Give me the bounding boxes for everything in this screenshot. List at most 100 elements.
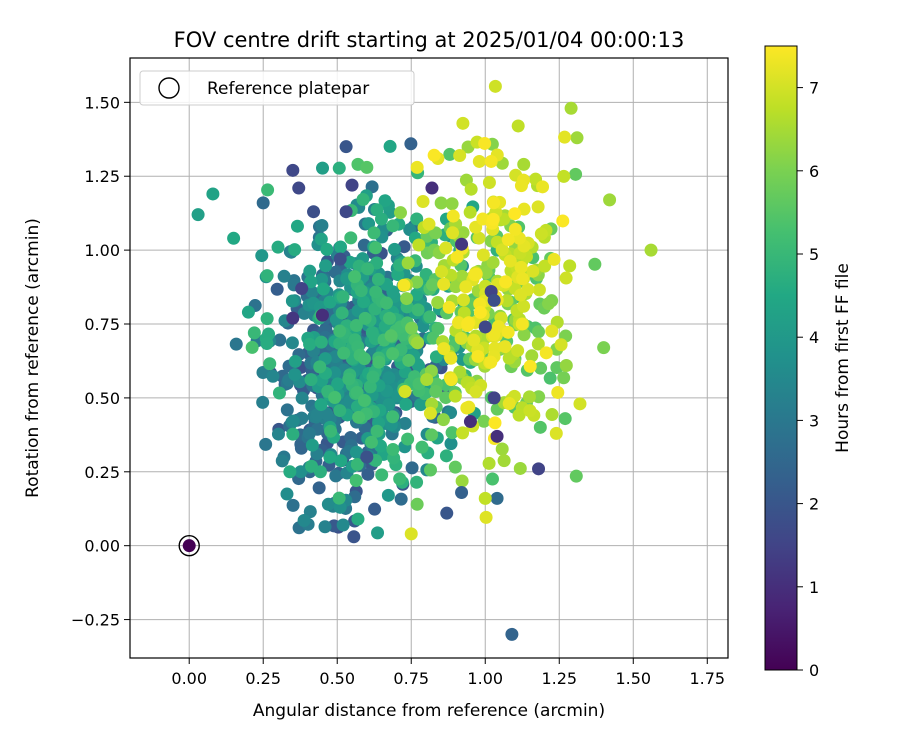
scatter-point [405,321,419,335]
scatter-point [444,351,458,365]
scatter-point [516,272,530,286]
x-tick-label: 0.50 [319,669,355,688]
scatter-point [445,426,459,440]
scatter-point [453,148,467,162]
scatter-point [502,351,516,365]
scatter-point [339,140,353,154]
scatter-point [229,337,243,351]
scatter-point [538,259,552,273]
scatter-point [431,322,445,336]
scatter-point [360,450,374,464]
scatter-point [313,360,327,374]
scatter-point [375,468,389,482]
scatter-point [570,131,584,145]
scatter-point [532,283,546,297]
scatter-point [245,340,259,354]
scatter-point [316,161,330,175]
x-axis-ticks: 0.00 0.25 0.50 0.75 1.00 1.25 1.50 1.75 [171,658,725,688]
scatter-point [333,404,347,418]
colorbar-tick-label: 7 [809,79,819,98]
scatter-point [490,491,504,505]
scatter-point [295,391,309,405]
scatter-point [303,337,317,351]
scatter-point [345,178,359,192]
scatter-point [259,437,273,451]
scatter-point [499,275,513,289]
scatter-point [357,352,371,366]
scatter-point [339,205,353,219]
scatter-point [471,349,485,363]
y-tick-label: 0.25 [84,463,120,482]
scatter-point [455,269,469,283]
scatter-point [482,456,496,470]
scatter-point [425,278,439,292]
scatter-point [336,518,350,532]
scatter-point [423,406,437,420]
scatter-point [488,416,502,430]
x-tick-label: 0.00 [171,669,207,688]
scatter-point [410,475,424,489]
scatter-point [342,372,356,386]
scatter-point [352,410,366,424]
y-tick-label: 1.25 [84,167,120,186]
scatter-point [427,148,441,162]
colorbar-tick-label: 5 [809,245,819,264]
legend-box [139,70,415,106]
scatter-point [517,328,531,342]
scatter-point [423,463,437,477]
scatter-point [381,488,395,502]
scatter-point [525,349,539,363]
scatter-point [344,231,358,245]
scatter-point [503,254,517,268]
scatter-point [461,317,475,331]
scatter-point [444,373,458,387]
scatter-point [314,398,328,412]
scatter-point [285,294,299,308]
scatter-point [456,426,470,440]
scatter-point [331,377,345,391]
scatter-point [431,296,445,310]
scatter-point [324,424,338,438]
grid-lines [130,58,728,658]
scatter-point [425,181,439,195]
plot-frame [129,57,729,659]
scatter-point [304,373,318,387]
scatter-point [501,325,515,339]
scatter-point [497,454,511,468]
scatter-point [410,287,424,301]
scatter-point [412,359,426,373]
scatter-point [305,438,319,452]
y-tick-label: 0.75 [84,315,120,334]
scatter-point [361,467,375,481]
scatter-point [337,346,351,360]
scatter-point [333,324,347,338]
scatter-point [372,355,386,369]
scatter-point [332,491,346,505]
scatter-point [271,427,285,441]
scatter-point [522,390,536,404]
scatter-point [534,227,548,241]
scatter-point [487,196,501,210]
scatter-point [283,465,297,479]
scatter-point [545,408,559,422]
colorbar-tick-label: 4 [809,328,819,347]
scatter-point [266,369,280,383]
scatter-point [415,440,429,454]
scatter-point [379,296,393,310]
scatter-point [487,328,501,342]
scatter-point [256,196,270,210]
scatter-point [378,194,392,208]
reference-point-fill [182,539,196,553]
scatter-point [404,137,418,151]
scatter-point [488,79,502,93]
scatter-point [448,460,462,474]
scatter-point [554,338,568,352]
scatter-point [386,442,400,456]
scatter-point [573,397,587,411]
scatter-point [423,310,437,324]
scatter-point [302,426,316,440]
scatter-point [484,355,498,369]
scatter-point [260,337,274,351]
scatter-point [393,472,407,486]
scatter-point [485,472,499,486]
